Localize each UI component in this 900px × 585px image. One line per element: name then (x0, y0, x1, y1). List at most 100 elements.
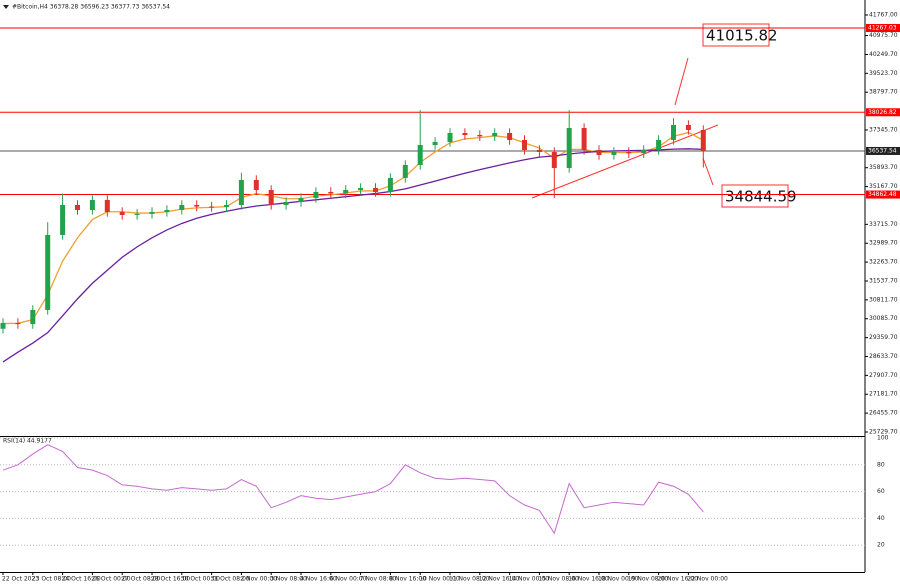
x-tick-label: 19 Nov 08:00 (628, 576, 669, 583)
rsi-tick-label: 40 (877, 515, 885, 522)
y-tick-label: 38797.70 (869, 89, 898, 96)
x-tick-label: 14 Nov 00:00 (509, 576, 550, 583)
x-tick-label: 30 Oct 00:00 (181, 576, 220, 583)
arrow-down (702, 157, 714, 186)
rsi-tick-label: 60 (877, 488, 885, 495)
candle-body (343, 189, 349, 194)
x-tick-label: 26 Oct 00:00 (91, 576, 130, 583)
y-tick-label: 35893.70 (869, 164, 898, 171)
x-tick-label: 3 Nov 08:00 (270, 576, 307, 583)
moving-average (2, 148, 704, 363)
candle-body (685, 124, 691, 130)
candle-body (387, 177, 393, 192)
x-tick-label: 10 Nov 00:00 (419, 576, 460, 583)
rsi-tick-label: 100 (877, 435, 889, 442)
candle-body (119, 211, 125, 215)
candle-body (328, 191, 334, 194)
candle-body (536, 149, 542, 152)
candle-body (283, 201, 289, 205)
x-tick-label: 4 Nov 16:00 (300, 576, 337, 583)
x-tick-label: 16 Nov 16:00 (568, 576, 609, 583)
candle-body (551, 151, 557, 168)
x-tick-label: 11 Nov 08:00 (449, 576, 490, 583)
annotation-box (702, 23, 770, 47)
level-label: 38026.82 (868, 109, 897, 116)
x-tick-label: 15 Nov 08:00 (538, 576, 579, 583)
candle-body (149, 211, 155, 214)
y-tick-label: 28633.70 (869, 353, 898, 360)
candle-body (507, 132, 513, 140)
y-tick-label: 29359.70 (869, 334, 898, 341)
candle-body (194, 204, 200, 207)
candle-body (373, 187, 378, 192)
rsi-tick-label: 20 (877, 542, 885, 549)
candle-body (60, 204, 66, 235)
y-tick-label: 40975.70 (869, 32, 898, 39)
candle-body (75, 204, 80, 210)
level-label-box (866, 108, 900, 117)
candle-body (626, 151, 632, 154)
y-tick-label: 25729.70 (869, 429, 898, 436)
rsi-line (2, 444, 704, 535)
candle-body (313, 191, 319, 198)
annotation: 41015.82 (706, 27, 778, 45)
candle-body (298, 197, 304, 202)
chart-header: #Bitcoin,H4 36378.28 36596.23 36377.73 3… (12, 4, 170, 11)
candle-body (492, 132, 498, 137)
current-price-label: 36537.54 (868, 147, 897, 154)
current-price-box (866, 146, 900, 155)
candle-body (700, 129, 706, 151)
candle-body (447, 132, 453, 142)
x-tick-label: 27 Oct 08:00 (121, 576, 160, 583)
candle-body (641, 149, 647, 154)
x-tick-label: 22 Nov 00:00 (687, 576, 728, 583)
y-tick-label: 33715.70 (869, 221, 898, 228)
candle-body (358, 187, 364, 190)
x-tick-label: 31 Oct 08:00 (211, 576, 250, 583)
annotation: 34844.59 (725, 188, 797, 206)
y-tick-label: 39523.70 (869, 70, 898, 77)
header-icon (3, 5, 9, 9)
candle-body (0, 322, 6, 329)
candle-body (611, 151, 617, 155)
x-tick-label: 23 Oct 08:00 (32, 576, 71, 583)
x-tick-label: 12 Nov 16:00 (479, 576, 520, 583)
y-tick-label: 31537.70 (869, 277, 898, 284)
level-label-box (866, 190, 900, 199)
y-tick-label: 40249.70 (869, 51, 898, 58)
candle-body (462, 132, 468, 135)
y-tick-label: 32263.70 (869, 259, 898, 266)
trend-line (531, 124, 719, 199)
x-tick-label: 18 Nov 00:00 (598, 576, 639, 583)
candle-body (522, 139, 527, 150)
rsi-header: RSI(14) 44.9177 (3, 438, 52, 445)
y-tick-label: 32989.70 (869, 240, 898, 247)
candle-body (164, 209, 170, 212)
x-tick-label: 24 Oct 16:00 (62, 576, 101, 583)
candle-body (417, 144, 423, 165)
candle-body (432, 141, 438, 145)
candle-body (596, 149, 602, 155)
candle-body (224, 204, 229, 207)
candle-body (104, 199, 110, 212)
candle-body (30, 309, 36, 325)
arrow-up (674, 57, 689, 106)
candle-body (402, 164, 408, 178)
annotation-box (721, 184, 789, 208)
candle-body (45, 234, 51, 310)
x-tick-label: 20 Nov 16:00 (658, 576, 699, 583)
y-tick-label: 27907.70 (869, 372, 898, 379)
level-label: 34862.48 (868, 191, 897, 198)
candle-body (581, 127, 587, 150)
x-tick-label: 8 Nov 16:00 (389, 576, 426, 583)
y-tick-label: 27181.70 (869, 391, 898, 398)
rsi-tick-label: 80 (877, 461, 885, 468)
y-tick-label: 30811.70 (869, 296, 898, 303)
candle-body (179, 204, 185, 210)
level-label-box (866, 24, 900, 33)
x-tick-label: 28 Oct 16:00 (151, 576, 190, 583)
y-tick-label: 35167.70 (869, 183, 898, 190)
candle-body (477, 134, 483, 137)
